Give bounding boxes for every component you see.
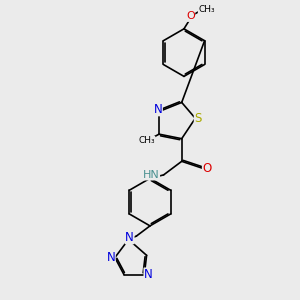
Text: N: N [154,103,162,116]
Text: N: N [125,231,134,244]
Text: CH₃: CH₃ [138,136,155,146]
Text: S: S [194,112,202,125]
Text: N: N [106,251,115,264]
Text: HN: HN [143,170,160,180]
Text: CH₃: CH₃ [198,4,215,14]
Text: N: N [144,268,153,281]
Text: O: O [202,162,212,175]
Text: O: O [186,11,195,21]
